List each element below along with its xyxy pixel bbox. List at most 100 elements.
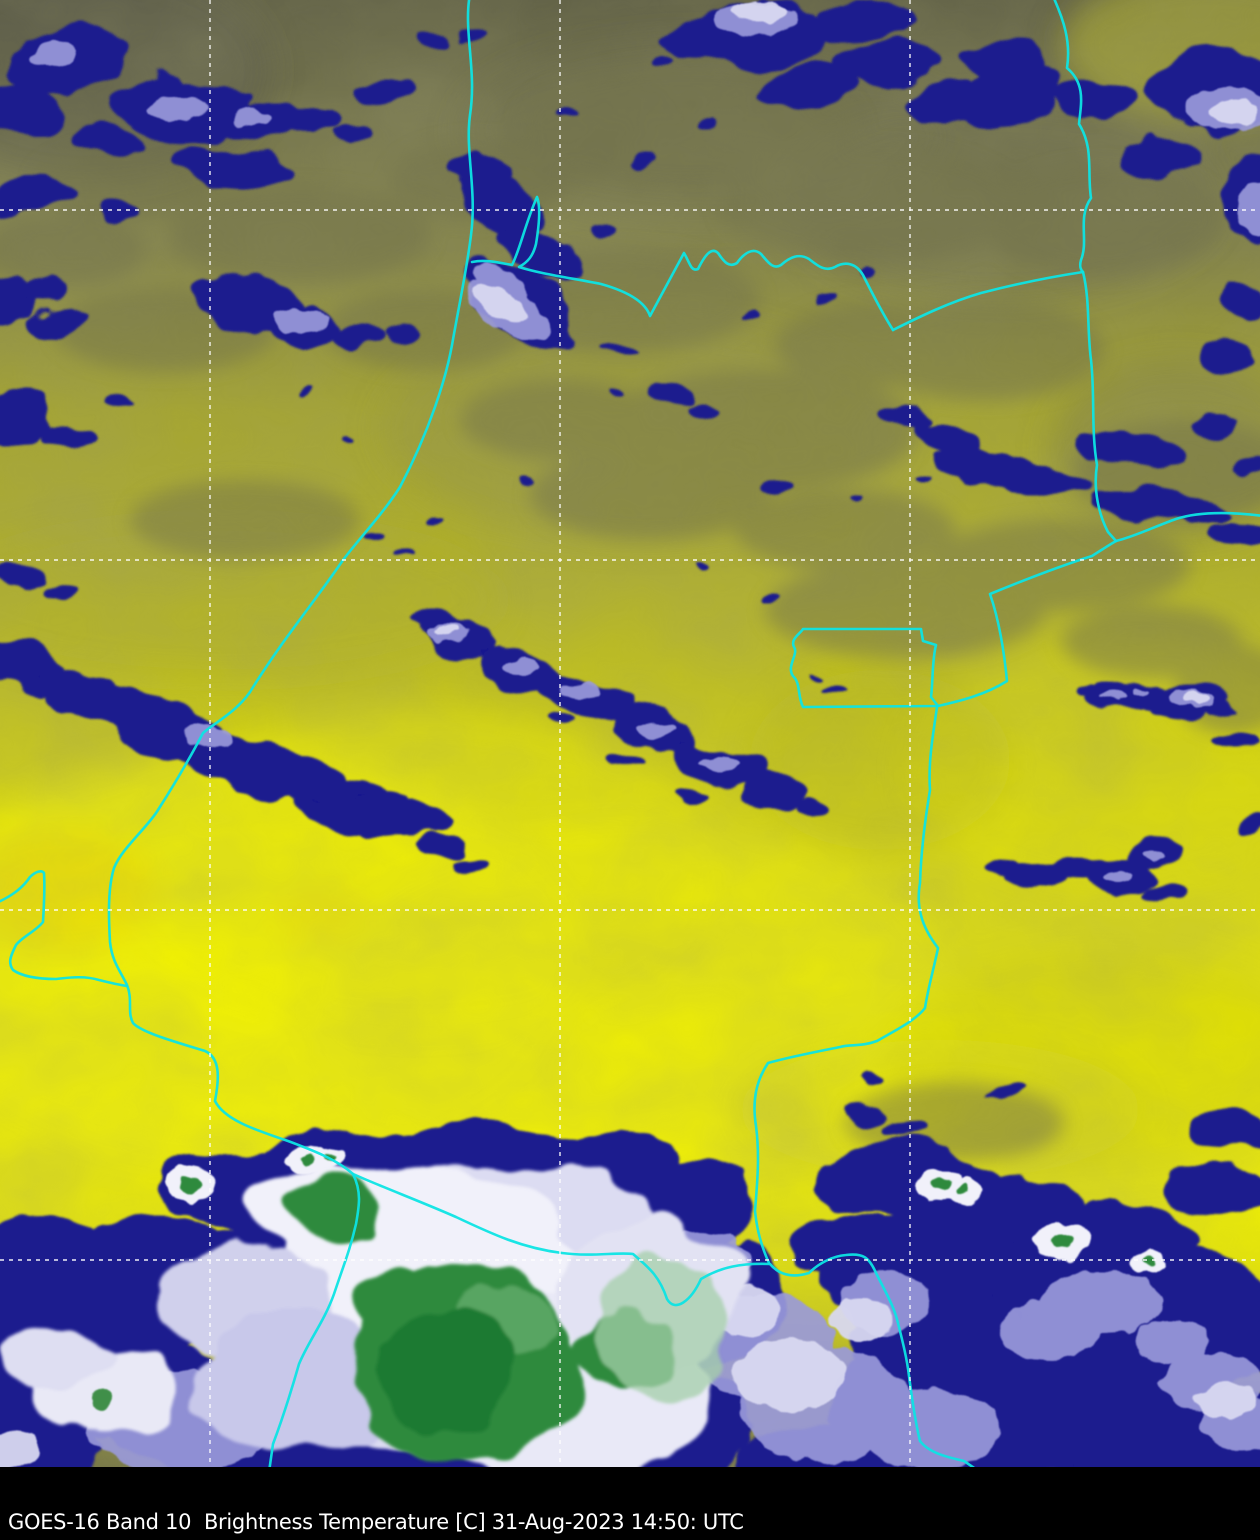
cloud-blob	[1100, 690, 1126, 700]
cloud-blob	[300, 1156, 314, 1166]
cloud-blob	[700, 757, 740, 771]
cloud-blob	[355, 1270, 435, 1330]
cloud-blob	[608, 756, 636, 768]
cloud-blob	[1207, 706, 1233, 722]
boundary-box-connector	[936, 539, 1118, 708]
cloud-blob	[987, 1085, 1017, 1099]
cloud-blob	[720, 147, 1020, 263]
cloud-blob	[330, 794, 410, 826]
graticule	[0, 0, 1260, 1467]
cloud-blob	[450, 154, 510, 186]
deep-convection-green-cores	[289, 1180, 727, 1460]
cloud-blob	[416, 835, 468, 857]
cloud-blob	[170, 187, 430, 283]
cloud-blob	[1160, 1164, 1260, 1216]
cloud-blob	[382, 330, 414, 346]
cloud-blob	[414, 31, 450, 49]
cloud-blob	[608, 345, 632, 355]
cloud-blob	[864, 1080, 888, 1092]
cloud-blob	[1051, 1233, 1073, 1249]
cloud-blob	[35, 146, 215, 218]
cloud-blob	[20, 278, 70, 302]
cloud-blob	[455, 854, 489, 870]
cloud-blob	[280, 111, 340, 139]
cloud-blob	[10, 1322, 114, 1382]
cloud-blob	[879, 410, 931, 430]
cloud-blob	[1236, 184, 1260, 236]
boundary-northeast-connector	[891, 270, 1085, 332]
cloud-blob	[736, 777, 808, 807]
cloud-blob	[1070, 432, 1190, 468]
cloud-blob	[0, 212, 145, 288]
cloud-blob	[1183, 693, 1209, 703]
cloud-blob	[475, 265, 529, 305]
cloud-blob	[743, 307, 761, 317]
cloud-blob	[860, 1390, 1000, 1467]
cloud-blob	[81, 678, 159, 722]
cloud-blob	[338, 325, 382, 345]
cloud-blob	[587, 226, 613, 238]
map-imagery	[0, 0, 1260, 1467]
cloud-blob	[0, 88, 64, 136]
cloud-blob	[434, 626, 458, 636]
boundary-right-edge-line	[1114, 511, 1260, 543]
caption-bar: GOES-16 Band 10 Brightness Temperature […	[0, 1467, 1260, 1540]
cloud-blob	[1233, 458, 1260, 482]
cloud-blob	[790, 1220, 930, 1280]
boundary-main-river	[107, 0, 474, 1467]
cloud-blob	[344, 437, 356, 443]
cloud-blob	[755, 63, 857, 113]
convective-cell-green-cores	[89, 1153, 1153, 1409]
boundary-zigzag-ridge	[470, 195, 895, 332]
boundary-northeast-river	[1053, 0, 1118, 543]
cloud-blob	[844, 42, 940, 82]
cloud-blob	[1120, 138, 1200, 182]
cloud-blob	[648, 379, 696, 405]
cloud-blob	[1214, 284, 1260, 316]
cloud-blob	[764, 598, 780, 606]
caption-text: GOES-16 Band 10 Brightness Temperature […	[8, 1510, 744, 1534]
cloud-blob	[96, 202, 144, 222]
cloud-blob	[518, 469, 530, 475]
cloud-blob	[42, 420, 94, 444]
cloud-blob	[425, 518, 439, 526]
cloud-blob	[0, 176, 68, 216]
cloud-blob	[560, 684, 600, 700]
cloud-blob	[804, 675, 816, 681]
cloud-blob	[610, 388, 626, 396]
cloud-blob	[44, 584, 80, 600]
cloud-blob	[989, 858, 1021, 874]
cloud-blob	[1142, 852, 1164, 860]
cloud-blob	[690, 116, 714, 128]
cloud-blob	[0, 562, 50, 588]
cloud-blob	[830, 1298, 890, 1342]
geographic-boundaries	[0, 0, 1260, 1467]
cloud-blob	[764, 475, 800, 493]
cloud-blob	[823, 687, 853, 697]
cloud-blob	[148, 96, 208, 120]
cloud-blob	[503, 659, 537, 673]
cloud-blob	[530, 450, 770, 540]
cloud-blob	[1103, 871, 1133, 883]
cloud-blob	[1000, 1300, 1100, 1360]
cloud-blob	[73, 126, 137, 158]
cloud-blob	[845, 488, 859, 496]
caption-background	[0, 1467, 1260, 1540]
cloud-blob	[693, 558, 707, 566]
cloud-blob	[234, 110, 270, 126]
cloud-blob	[456, 23, 484, 37]
cloud-blob	[293, 386, 307, 394]
cloud-blob	[200, 1310, 400, 1450]
cloud-blob	[930, 520, 1190, 610]
cloud-blob	[130, 480, 360, 560]
cloud-blob	[684, 402, 716, 418]
cloud-blob	[362, 531, 382, 541]
cloud-blob	[1056, 78, 1140, 118]
cloud-blob	[274, 308, 326, 332]
cloud-blob	[1207, 519, 1260, 545]
cloud-blob	[376, 1309, 520, 1435]
cloud-blob	[102, 394, 134, 410]
cloud-blob	[734, 2, 786, 22]
boundary-west-lake-loop	[0, 870, 129, 988]
